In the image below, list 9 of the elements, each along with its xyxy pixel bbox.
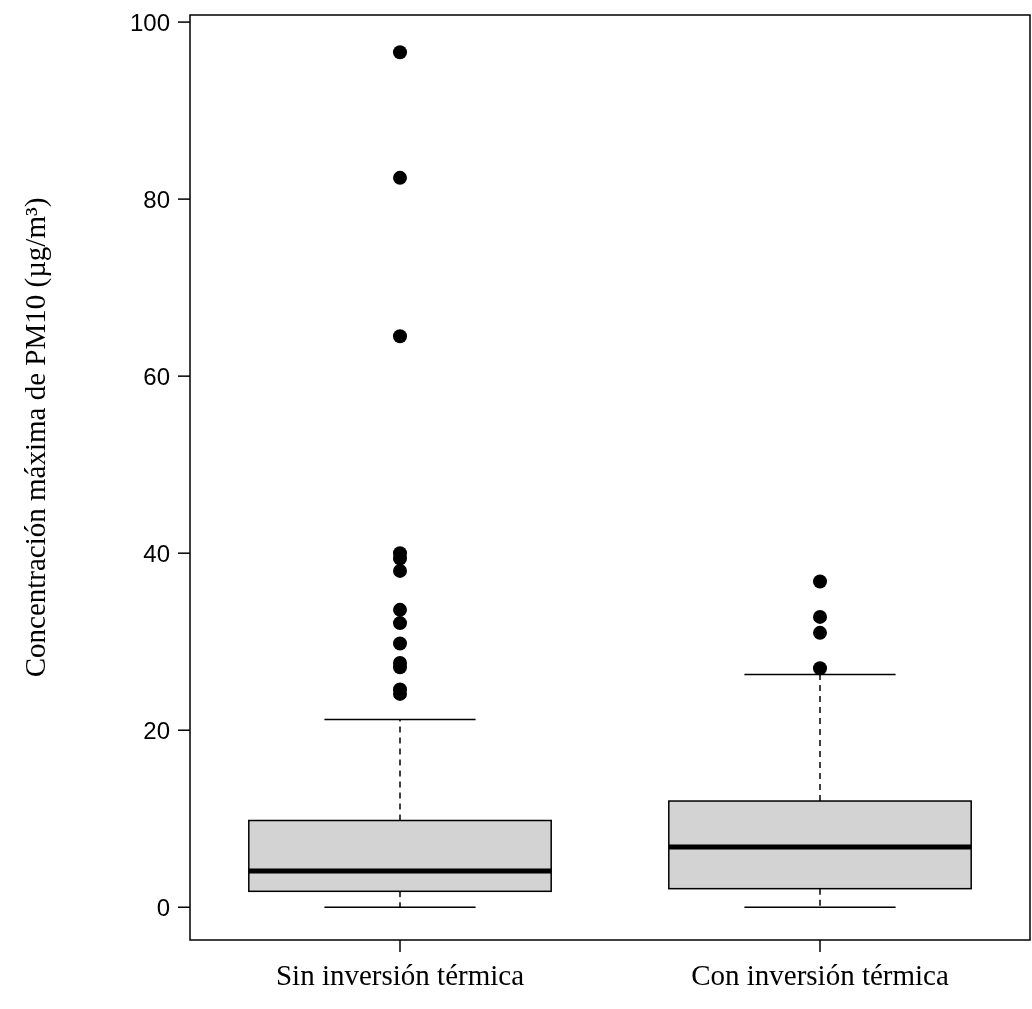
y-tick-label: 100 <box>129 8 170 36</box>
y-tick-label: 40 <box>143 539 170 567</box>
y-tick-label: 0 <box>156 893 170 921</box>
x-tick-label: Con inversión térmica <box>691 959 949 991</box>
x-tick-label: Sin inversión térmica <box>275 959 525 991</box>
y-tick-label: 20 <box>143 716 170 744</box>
y-axis-title: Concentración máxima de PM10 (µg/m³) <box>19 197 52 678</box>
y-tick-label: 60 <box>143 362 170 390</box>
y-tick-label: 80 <box>143 185 170 213</box>
